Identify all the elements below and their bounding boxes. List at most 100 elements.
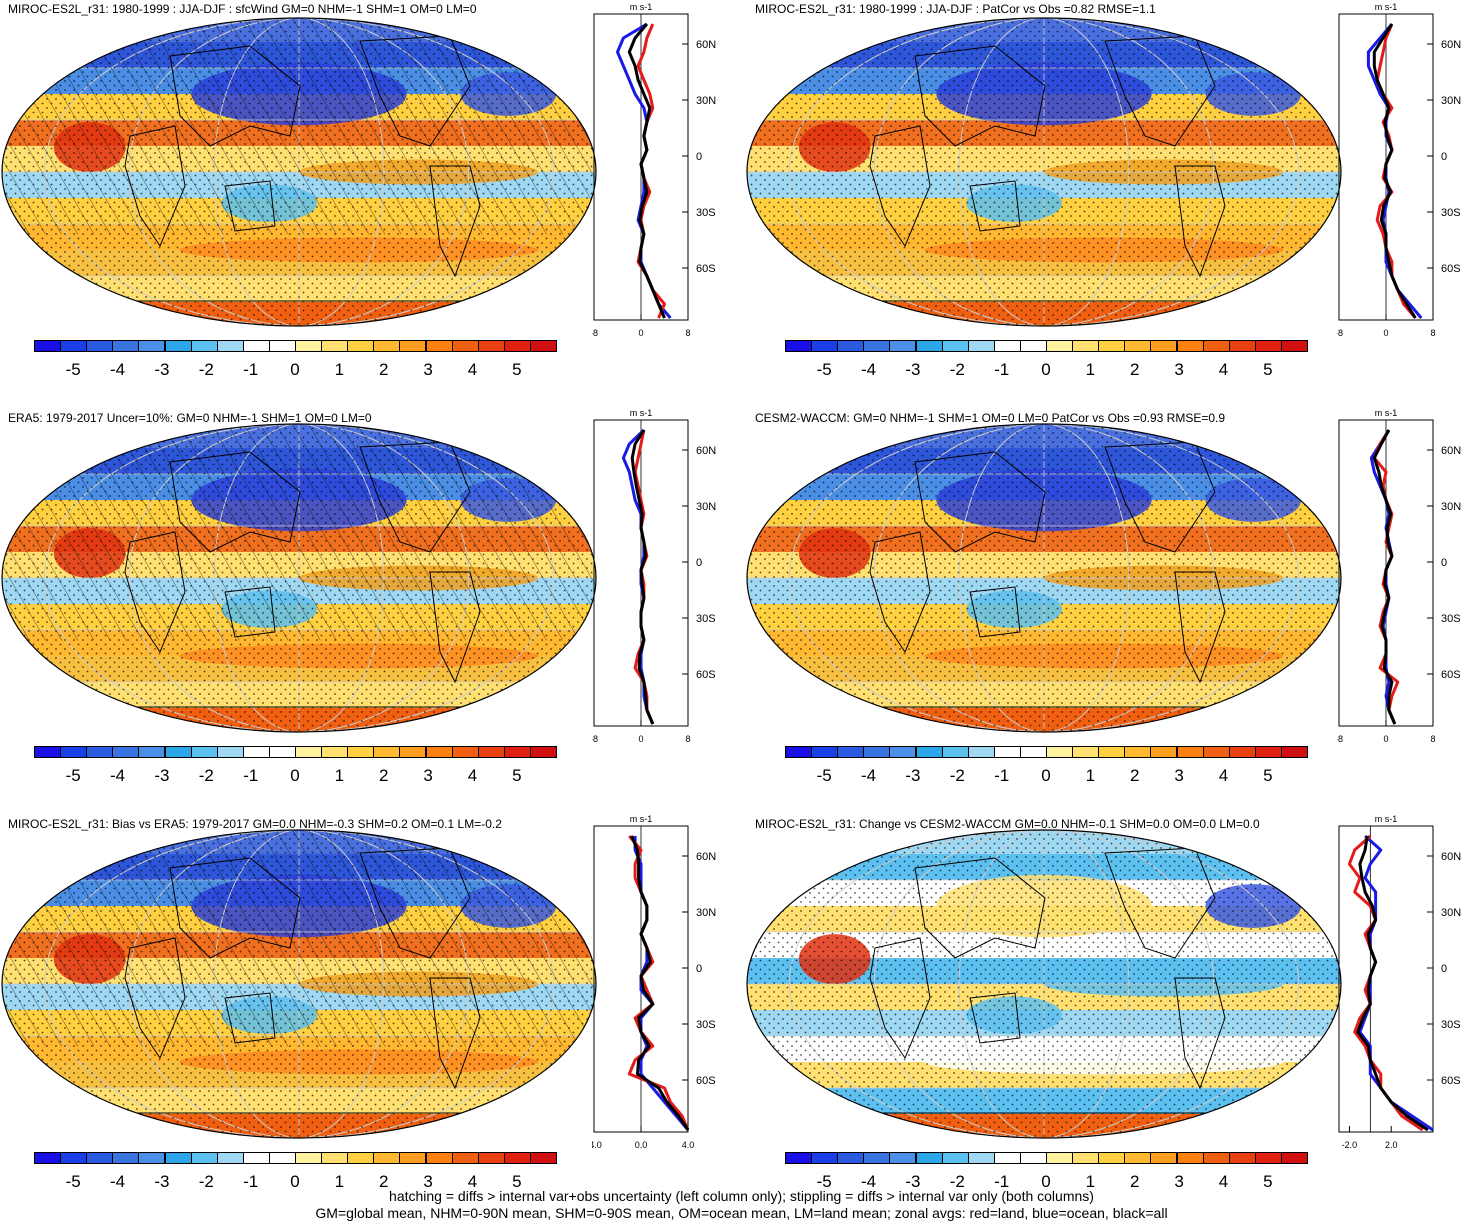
colorbar-tick-label: 5 <box>1263 360 1273 379</box>
lat-label: 60S <box>1441 669 1461 681</box>
lat-label: 60S <box>1441 1075 1461 1087</box>
colorbar-swatch <box>60 746 88 758</box>
footer-hatching-note: hatching = diffs > internal var+obs unce… <box>389 1188 1094 1204</box>
lat-label: 30N <box>1441 907 1461 919</box>
colorbar-swatch <box>1150 1152 1178 1164</box>
map-border <box>746 17 1342 327</box>
profile-unit: m s-1 <box>630 408 653 418</box>
colorbar-swatch <box>785 746 813 758</box>
profile-tick-label: 2.0 <box>1385 1140 1398 1150</box>
colorbar-swatch <box>941 340 969 352</box>
lat-label: 30S <box>696 613 716 625</box>
profile-tick-label: 8 <box>685 734 690 744</box>
colorbar-swatch <box>811 1152 839 1164</box>
lat-label: 30S <box>1441 1019 1461 1031</box>
colorbar-swatch <box>295 340 323 352</box>
colorbar-swatch <box>268 340 296 352</box>
colorbar-swatch <box>863 340 891 352</box>
colorbar-swatch <box>1254 746 1282 758</box>
colorbar-swatch <box>242 340 270 352</box>
colorbar-tick-label: -5 <box>65 360 81 379</box>
colorbar-tick-label: -2 <box>949 360 965 379</box>
colorbar-swatch <box>863 746 891 758</box>
colorbar-swatch <box>1280 340 1308 352</box>
colorbar-tick-label: -3 <box>905 360 921 379</box>
colorbar-tick-label: 1 <box>1085 1172 1096 1191</box>
colorbar-tick-label: 1 <box>1085 360 1096 379</box>
panel-2: MIROC-ES2L_r31: 1980-1999 : JJA-DJF : Pa… <box>745 0 1483 405</box>
colorbar-swatch <box>1176 340 1204 352</box>
lat-label: 60N <box>696 39 716 51</box>
colorbar-swatch <box>1098 340 1126 352</box>
colorbar-tick-label: 1 <box>1085 766 1096 785</box>
colorbar-tick-label: 3 <box>423 766 433 785</box>
colorbar-swatch <box>399 340 427 352</box>
stippling-overlay <box>747 18 1341 326</box>
colorbar-tick-label: 3 <box>423 1172 433 1191</box>
colorbar-tick-label: 3 <box>423 360 433 379</box>
colorbar-swatch <box>1072 340 1100 352</box>
colorbar-tick-label: -5 <box>816 360 832 379</box>
profile-unit: m s-1 <box>1375 408 1398 418</box>
colorbar-tick-label: 2 <box>379 360 389 379</box>
colorbar-swatch <box>941 1152 969 1164</box>
colorbar-swatch <box>503 746 531 758</box>
map-border <box>1 17 597 327</box>
colorbar-swatch <box>1202 746 1230 758</box>
lat-label: 0 <box>696 151 702 163</box>
panel-title: MIROC-ES2L_r31: 1980-1999 : JJA-DJF : sf… <box>8 2 477 16</box>
colorbar-tick-label: -2 <box>949 766 965 785</box>
colorbar-swatch <box>1280 1152 1308 1164</box>
lat-label: 30S <box>696 1019 716 1031</box>
colorbar-swatch <box>1254 340 1282 352</box>
colorbar-swatch <box>993 746 1021 758</box>
colorbar-swatch <box>86 746 114 758</box>
zonal-profile: m s-1 -8 0 8 60N 30N 0 30S 60S <box>592 408 716 744</box>
lat-label: 60N <box>696 445 716 457</box>
colorbar-tick-label: 0 <box>290 360 300 379</box>
colorbar-swatch <box>1228 1152 1256 1164</box>
colorbar-tick-label: -2 <box>198 1172 214 1191</box>
colorbar-tick-label: -5 <box>816 766 832 785</box>
map-border <box>1 829 597 1139</box>
profile-tick-label: -4.0 <box>592 1140 602 1150</box>
colorbar: -5 -4 -3 -2 -1 0 1 2 3 4 5 <box>34 1152 557 1191</box>
profile-line-all <box>630 429 655 725</box>
colorbar-swatch <box>321 746 349 758</box>
colorbar-swatch <box>112 746 140 758</box>
colorbar-swatch <box>295 1152 323 1164</box>
zonal-profile: m s-1 -2.0 2.0 60N 30N 0 30S 60S <box>1338 814 1461 1150</box>
panel-title: ERA5: 1979-2017 Uncer=10%: GM=0 NHM=-1 S… <box>8 411 372 425</box>
profile-tick-label: 8 <box>685 328 690 338</box>
profile-tick-label: -2.0 <box>1342 1140 1358 1150</box>
colorbar-tick-label: -4 <box>860 360 877 379</box>
colorbar-tick-label: 4 <box>467 766 478 785</box>
colorbar-swatch <box>503 1152 531 1164</box>
colorbar-swatch <box>1019 746 1047 758</box>
colorbar-tick-label: 4 <box>1218 360 1229 379</box>
map-border <box>746 423 1342 733</box>
colorbar-swatch <box>529 1152 557 1164</box>
colorbar-swatch <box>889 746 917 758</box>
colorbar-swatch <box>1150 340 1178 352</box>
colorbar-tick-label: 3 <box>1174 766 1184 785</box>
colorbar-swatch <box>451 746 479 758</box>
colorbar-swatch <box>347 746 375 758</box>
colorbar-swatch <box>1072 1152 1100 1164</box>
hatching-overlay <box>2 830 596 1047</box>
colorbar-swatch <box>347 340 375 352</box>
profile-tick-label: 0 <box>1383 328 1388 338</box>
colorbar-tick-label: -2 <box>949 1172 965 1191</box>
colorbar-swatch <box>915 340 943 352</box>
robinson-map <box>1 829 597 1139</box>
colorbar-tick-label: -1 <box>243 766 259 785</box>
colorbar-swatch <box>164 1152 192 1164</box>
colorbar: -5 -4 -3 -2 -1 0 1 2 3 4 5 <box>34 746 557 785</box>
colorbar-swatch <box>811 340 839 352</box>
colorbar-tick-label: -3 <box>905 1172 921 1191</box>
profile-tick-label: 8 <box>1430 734 1435 744</box>
colorbar-tick-label: 5 <box>1263 1172 1273 1191</box>
colorbar-swatch <box>837 340 865 352</box>
robinson-map <box>746 829 1342 1139</box>
colorbar-swatch <box>529 746 557 758</box>
